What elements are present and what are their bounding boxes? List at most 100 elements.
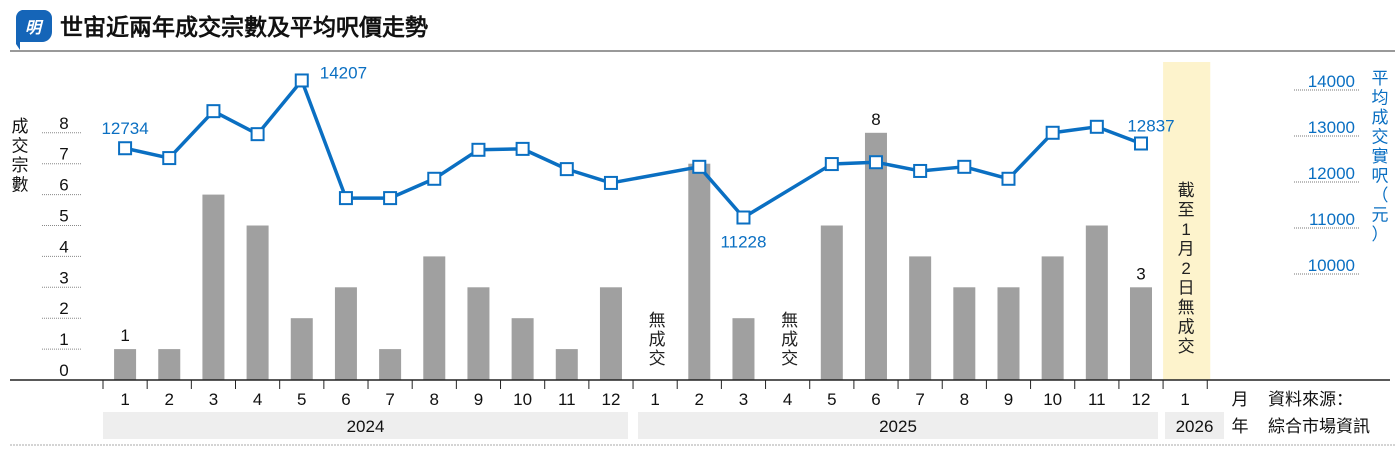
month-tick-label: 4 — [253, 390, 262, 409]
month-tick-label: 6 — [341, 390, 350, 409]
x-unit-year: 年 — [1232, 417, 1249, 436]
price-data-label: 12734 — [101, 119, 148, 138]
price-point-marker — [427, 171, 442, 186]
highlight-text: 交 — [1178, 337, 1195, 356]
left-tick-label: 3 — [59, 268, 68, 287]
chart-title: 世宙近兩年成交宗數及平均呎價走勢 — [60, 14, 428, 41]
bar — [1041, 256, 1064, 380]
year-band — [1165, 412, 1224, 439]
right-axis-label: 元 — [1372, 206, 1389, 225]
highlight-text: 月 — [1178, 240, 1195, 259]
left-tick-label: 4 — [59, 237, 68, 256]
price-point-marker — [162, 151, 177, 166]
bar — [334, 287, 357, 380]
left-axis-label: 交 — [12, 137, 29, 156]
left-tick-label: 2 — [59, 299, 68, 318]
year-label: 2026 — [1176, 417, 1214, 436]
bar — [290, 318, 313, 380]
month-tick-label: 7 — [385, 390, 394, 409]
price-line — [124, 78, 1142, 220]
right-axis-label: （ — [1372, 186, 1389, 205]
right-axis-label: 實 — [1372, 147, 1389, 166]
bar — [1085, 225, 1108, 380]
price-data-label: 12837 — [1127, 116, 1174, 135]
highlight-band — [1163, 62, 1211, 380]
bar — [246, 225, 269, 380]
month-tick-label: 10 — [513, 390, 532, 409]
bar — [467, 287, 490, 380]
price-point-marker — [1133, 136, 1148, 151]
price-point-marker — [957, 159, 972, 174]
bar-data-label: 3 — [1136, 264, 1145, 283]
price-point-marker — [824, 157, 839, 172]
price-point-marker — [1089, 119, 1104, 134]
right-tick-label: 14000 — [1308, 72, 1355, 91]
logo-text: 明 — [25, 19, 44, 37]
month-tick-label: 1 — [1180, 390, 1189, 409]
bar — [379, 349, 402, 380]
bar — [688, 163, 711, 380]
month-tick-label: 9 — [1004, 390, 1013, 409]
left-axis-label: 數 — [12, 176, 29, 195]
price-point-marker — [515, 141, 530, 156]
right-axis-label: 交 — [1372, 128, 1389, 147]
bar-data-label: 1 — [120, 326, 129, 345]
left-tick-label: 7 — [59, 145, 68, 164]
bar — [599, 287, 622, 380]
year-label: 2024 — [347, 417, 385, 436]
month-tick-label: 4 — [783, 390, 792, 409]
price-data-label: 11228 — [720, 233, 766, 252]
month-tick-label: 8 — [960, 390, 969, 409]
bar — [511, 318, 534, 380]
source-line2: 綜合市場資訊 — [1268, 417, 1370, 436]
left-axis-label: 宗 — [12, 156, 29, 175]
price-point-marker — [206, 104, 221, 119]
price-point-marker — [250, 127, 265, 142]
right-axis-label: 成 — [1372, 108, 1389, 127]
right-axis-label: ） — [1372, 225, 1389, 244]
right-tick-label: 10000 — [1308, 256, 1355, 275]
month-tick-label: 3 — [209, 390, 218, 409]
price-point-marker — [913, 163, 928, 178]
price-point-marker — [736, 210, 751, 225]
left-tick-label: 0 — [59, 361, 68, 380]
right-tick-label: 11000 — [1309, 210, 1355, 229]
no-trade-label: 無成交 — [778, 311, 798, 368]
month-tick-label: 10 — [1043, 390, 1062, 409]
month-tick-label: 11 — [1088, 390, 1106, 409]
left-tick-label: 5 — [59, 207, 68, 226]
no-trade-label: 無成交 — [646, 311, 666, 368]
price-point-marker — [471, 142, 486, 157]
bar — [820, 225, 843, 380]
bar — [423, 256, 446, 380]
right-tick-label: 12000 — [1308, 164, 1355, 183]
price-point-marker — [1001, 171, 1016, 186]
price-point-marker — [692, 159, 707, 174]
month-tick-label: 5 — [297, 390, 306, 409]
bar — [864, 132, 887, 380]
month-tick-label: 2 — [695, 390, 704, 409]
price-point-marker — [868, 155, 883, 170]
bar — [1129, 287, 1152, 380]
month-tick-label: 3 — [739, 390, 748, 409]
month-tick-label: 6 — [871, 390, 880, 409]
right-axis-label: 平 — [1372, 69, 1389, 88]
month-tick-label: 8 — [430, 390, 439, 409]
right-axis-label: 呎 — [1372, 167, 1389, 186]
x-unit-month: 月 — [1232, 390, 1249, 409]
highlight-text: 成 — [1178, 318, 1195, 337]
bar-data-label: 8 — [871, 110, 880, 129]
highlight-text: 2 — [1181, 259, 1190, 278]
highlight-text: 截 — [1178, 181, 1195, 200]
bar — [114, 349, 137, 380]
month-tick-label: 2 — [165, 390, 174, 409]
price-point-marker — [294, 73, 309, 88]
bar — [953, 287, 976, 380]
bar — [555, 349, 578, 380]
price-point-marker — [603, 175, 618, 190]
price-point-marker — [383, 191, 398, 206]
left-tick-label: 8 — [59, 114, 68, 133]
bar — [158, 349, 181, 380]
price-point-marker — [338, 191, 353, 206]
